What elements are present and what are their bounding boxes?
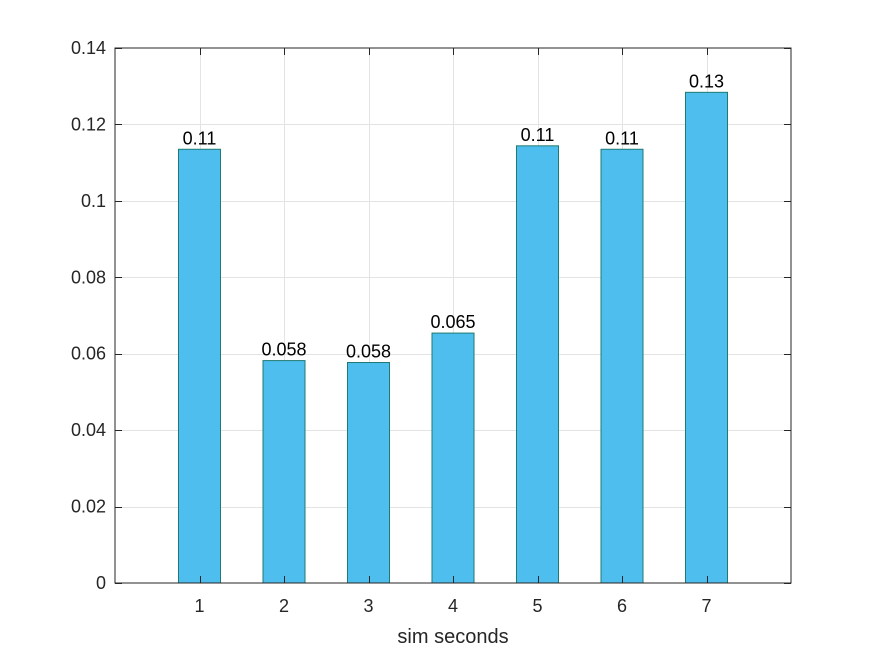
x-tick-label: 2 xyxy=(279,596,289,616)
data-label: 0.058 xyxy=(346,342,391,362)
y-tick-label: 0.12 xyxy=(71,114,106,134)
x-tick-label: 4 xyxy=(448,596,458,616)
data-label: 0.11 xyxy=(521,125,555,145)
bar-3 xyxy=(347,362,390,584)
y-tick-label: 0.1 xyxy=(81,191,106,211)
bar-5 xyxy=(516,145,559,584)
x-tick-label: 1 xyxy=(194,596,204,616)
bar-7 xyxy=(685,91,728,584)
bar-6 xyxy=(600,148,644,584)
y-tick-label: 0 xyxy=(96,573,106,593)
y-tick-label: 0.14 xyxy=(71,38,106,58)
x-tick-label: 7 xyxy=(701,596,711,616)
y-tick-label: 0.08 xyxy=(71,267,106,287)
bar-1 xyxy=(178,148,221,584)
data-label: 0.058 xyxy=(261,340,306,360)
y-tick-label: 0.04 xyxy=(71,420,106,440)
data-label: 0.11 xyxy=(605,128,639,148)
x-tick-label: 5 xyxy=(532,596,542,616)
x-axis-label: sim seconds xyxy=(397,626,508,648)
x-tick-label: 6 xyxy=(617,596,627,616)
bars xyxy=(178,91,728,584)
bar-4 xyxy=(431,332,475,584)
data-labels: 0.11 0.058 0.058 0.065 0.11 0.11 0.13 xyxy=(183,71,724,361)
y-tick-label: 0.06 xyxy=(71,344,106,364)
x-tick-labels: 1 2 3 4 5 6 7 xyxy=(194,596,711,616)
x-tick-label: 3 xyxy=(363,596,373,616)
y-tick-labels: 0 0.02 0.04 0.06 0.08 0.1 0.12 0.14 xyxy=(71,38,106,593)
tick-marks xyxy=(115,48,791,584)
bar-2 xyxy=(262,360,306,584)
data-label: 0.13 xyxy=(689,71,724,91)
y-tick-label: 0.02 xyxy=(71,497,106,517)
data-label: 0.065 xyxy=(430,312,475,332)
data-label: 0.11 xyxy=(183,128,217,148)
